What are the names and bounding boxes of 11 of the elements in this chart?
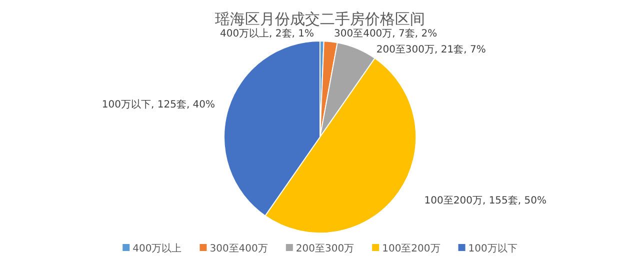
data-label: 300至400万, 7套, 2%: [334, 28, 438, 40]
data-label: 200至300万, 21套, 7%: [376, 44, 486, 56]
legend-label: 100万以下: [468, 242, 518, 254]
legend-label: 200至300万: [296, 244, 354, 254]
legend-label: 300至400万: [210, 244, 268, 254]
chart-title: 瑶海区月份成交二手房价格区间: [215, 10, 425, 28]
data-label: 400万以上, 2套, 1%: [220, 28, 314, 40]
legend-label: 400万以上: [132, 242, 182, 254]
data-label: 100至200万, 155套, 50%: [424, 194, 546, 206]
legend-label: 100至200万: [382, 244, 440, 254]
data-label: 100万以下, 125套, 40%: [102, 98, 216, 111]
